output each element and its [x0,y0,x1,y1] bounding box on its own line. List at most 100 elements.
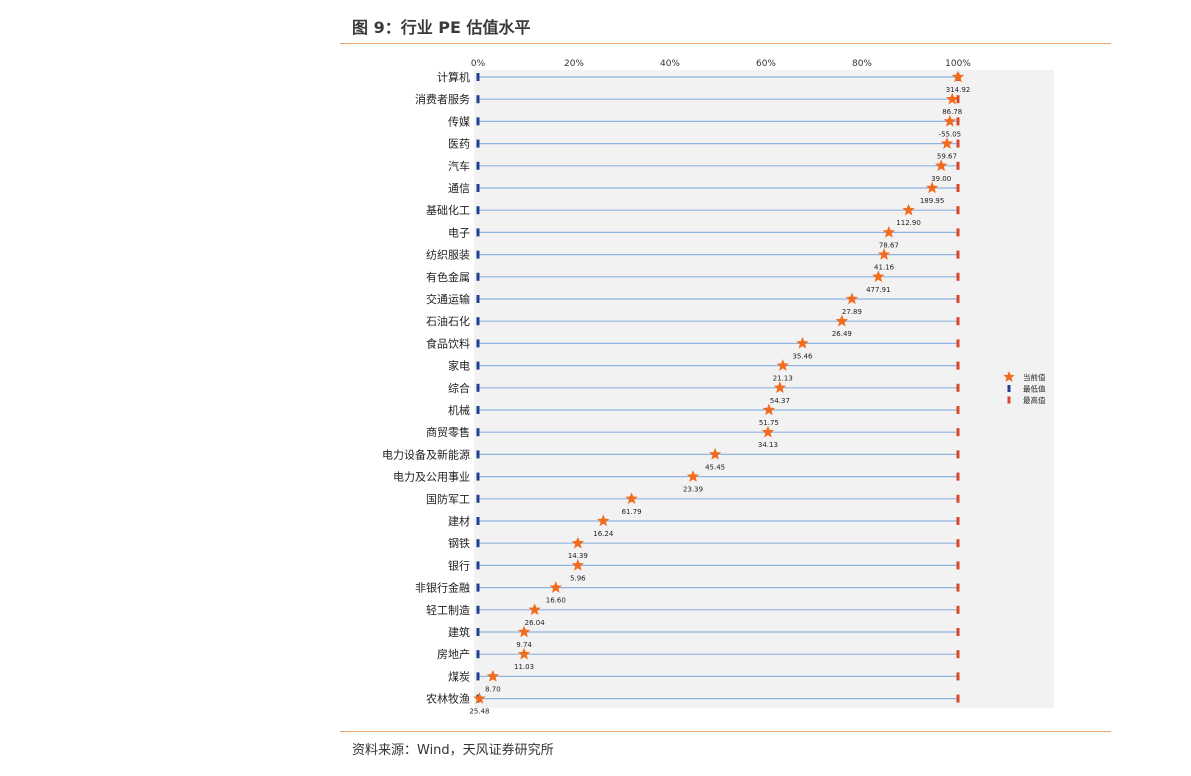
category-label: 计算机 [437,70,470,84]
category-label: 机械 [448,403,470,417]
value-label: 8.70 [485,685,501,693]
value-label: 35.46 [792,352,813,360]
min-marker [476,95,480,104]
min-marker [476,206,480,215]
min-marker [476,406,480,414]
value-label: 25.48 [469,708,489,716]
category-label: 轻工制造 [426,603,470,617]
max-marker [956,406,960,414]
current-value-star [796,336,809,349]
max-marker [956,228,960,237]
min-marker [476,184,480,192]
max-marker [956,339,960,348]
category-label: 通信 [448,182,470,195]
current-value-star [935,159,948,172]
x-tick-label: 20% [564,59,584,69]
category-label: 商贸零售 [426,425,470,439]
min-marker [476,650,480,659]
value-label: 54.37 [770,397,790,405]
value-label: 39.00 [931,175,951,183]
figure-title: 图 9：行业 PE 估值水平 [352,18,531,37]
current-value-star [940,137,954,149]
min-marker [476,605,480,614]
category-label: 传媒 [448,115,470,128]
max-marker [956,472,960,481]
category-label: 消费者服务 [415,92,470,106]
value-label: 45.45 [705,463,725,471]
current-value-star [761,425,775,438]
current-value-star [762,403,776,416]
category-label: 房地产 [437,647,470,661]
max-marker [956,295,960,303]
category-label: 汽车 [448,159,470,173]
min-marker [476,73,480,81]
x-tick-label: 0% [471,59,486,69]
min-marker [476,295,480,303]
min-marker [476,228,480,237]
current-value-star [776,359,789,371]
value-label: 5.96 [570,574,586,582]
value-label: 23.39 [683,486,703,494]
current-value-star [517,647,531,660]
value-label: 9.74 [516,641,532,649]
max-marker [956,161,960,170]
current-value-star [943,114,957,127]
value-label: 41.16 [874,264,895,272]
legend-label: 当前值 [1023,372,1046,382]
category-label: 非银行金融 [415,581,470,595]
category-label: 建筑 [448,625,470,639]
current-value-star [877,248,891,260]
min-marker [476,383,480,392]
min-marker [476,450,480,459]
value-label: 86.78 [942,108,962,116]
min-marker [476,139,480,148]
min-marker [476,428,480,437]
value-label: 51.75 [759,419,779,427]
min-marker [476,539,480,548]
x-tick-label: 100% [945,59,971,69]
min-marker [476,517,480,525]
current-value-star [625,492,638,505]
min-marker [476,472,480,481]
category-label: 医药 [448,138,470,151]
max-marker [956,650,960,659]
category-label: 石油石化 [426,314,470,328]
min-marker [476,672,480,681]
value-label: 78.67 [879,241,899,249]
value-label: 26.49 [832,330,852,338]
current-value-star [835,314,849,327]
category-label: 煤炭 [448,670,470,683]
current-value-star [571,536,585,549]
max-marker [956,583,960,592]
legend-label: 最高值 [1023,395,1046,405]
max-marker [956,628,960,636]
min-marker [476,339,480,348]
legend-star-icon [1003,371,1015,382]
value-label: 16.60 [546,597,566,605]
current-value-star [708,447,722,460]
max-marker [956,206,960,215]
category-label: 钢铁 [448,537,470,550]
current-value-star [571,558,585,571]
value-label: 11.03 [514,663,534,671]
category-label: 电力设备及新能源 [382,447,470,461]
category-label: 有色金属 [426,270,470,284]
value-label: 14.39 [568,552,588,560]
source-divider [340,731,1111,732]
current-value-star [517,625,531,638]
legend-max-icon [1007,396,1011,404]
category-label: 家电 [448,359,470,373]
max-marker [956,428,960,437]
max-marker [956,694,960,703]
value-label: 112.90 [896,219,921,227]
current-value-star [473,692,486,704]
min-marker [476,117,480,126]
category-label: 电子 [448,226,470,239]
value-label: 314.92 [946,86,971,94]
x-tick-label: 60% [756,59,776,69]
source-note: 资料来源：Wind，天风证券研究所 [352,743,554,758]
min-marker [476,583,480,592]
max-marker [956,450,960,459]
max-marker [956,95,960,104]
